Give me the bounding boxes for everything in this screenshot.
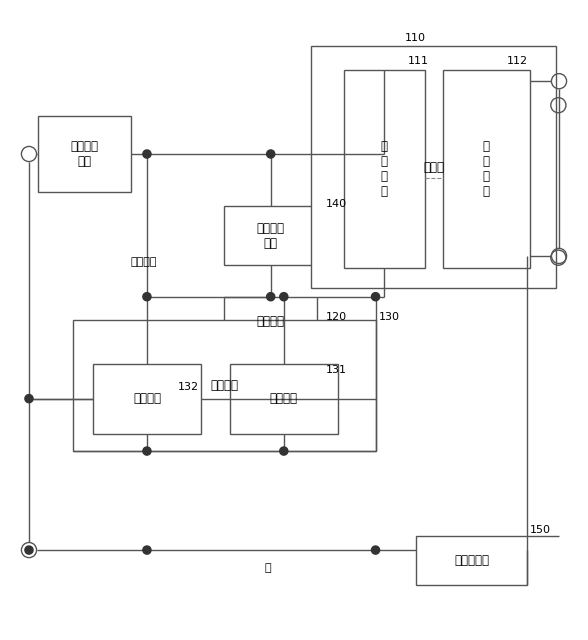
Circle shape bbox=[143, 447, 151, 455]
Circle shape bbox=[143, 546, 151, 554]
Text: 111: 111 bbox=[407, 56, 429, 66]
Circle shape bbox=[25, 546, 33, 554]
Text: 限流模块: 限流模块 bbox=[210, 379, 238, 392]
Text: 限流开关: 限流开关 bbox=[133, 392, 161, 405]
Text: 限流电阻: 限流电阻 bbox=[270, 392, 298, 405]
Text: 正反馈模块: 正反馈模块 bbox=[454, 554, 489, 567]
Text: 高压吸收
模块: 高压吸收 模块 bbox=[257, 221, 285, 250]
Text: 次
级
线
圈: 次 级 线 圈 bbox=[483, 140, 490, 198]
Circle shape bbox=[280, 292, 288, 301]
Circle shape bbox=[25, 394, 33, 403]
Text: 地: 地 bbox=[265, 563, 271, 573]
Bar bbox=[93, 364, 201, 433]
Text: 振荡开关: 振荡开关 bbox=[257, 315, 285, 328]
Bar bbox=[224, 297, 318, 346]
Bar bbox=[416, 536, 527, 585]
Text: 变压器: 变压器 bbox=[423, 161, 445, 173]
Text: 132: 132 bbox=[178, 382, 199, 392]
Text: 120: 120 bbox=[326, 312, 347, 322]
Text: 150: 150 bbox=[530, 525, 551, 534]
Bar bbox=[230, 364, 338, 433]
Bar bbox=[443, 70, 530, 268]
Circle shape bbox=[143, 150, 151, 158]
Text: 131: 131 bbox=[326, 365, 347, 374]
Bar bbox=[38, 116, 131, 192]
Bar bbox=[224, 207, 318, 265]
Text: 112: 112 bbox=[507, 56, 527, 66]
Circle shape bbox=[266, 150, 275, 158]
Text: 脉冲电压: 脉冲电压 bbox=[131, 257, 158, 267]
Bar bbox=[312, 46, 556, 288]
Circle shape bbox=[143, 292, 151, 301]
Text: 初
级
线
圈: 初 级 线 圈 bbox=[381, 140, 387, 198]
Bar bbox=[343, 70, 425, 268]
Circle shape bbox=[372, 546, 380, 554]
Text: 整流滤波
模块: 整流滤波 模块 bbox=[71, 140, 98, 168]
Text: 110: 110 bbox=[405, 33, 426, 42]
Circle shape bbox=[280, 447, 288, 455]
Circle shape bbox=[266, 292, 275, 301]
Text: 140: 140 bbox=[326, 198, 347, 209]
Text: 130: 130 bbox=[379, 312, 399, 322]
Circle shape bbox=[372, 292, 380, 301]
Bar bbox=[73, 320, 376, 451]
